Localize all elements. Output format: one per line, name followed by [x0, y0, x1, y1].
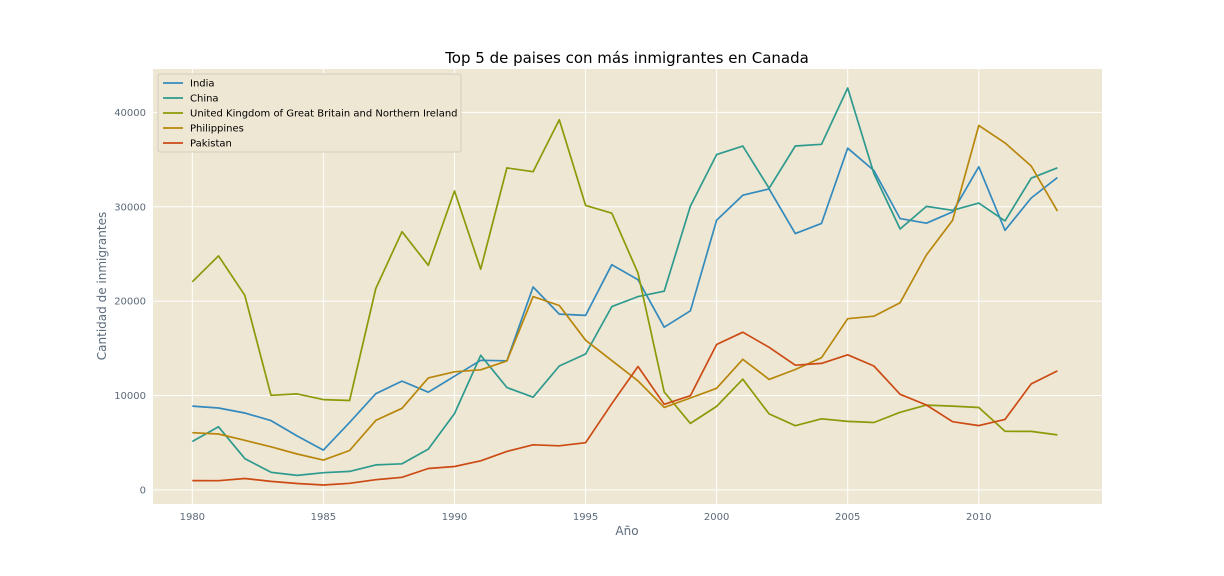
- y-tick-label: 30000: [114, 202, 146, 213]
- legend-box: [157, 73, 462, 153]
- series-line-5: [192, 331, 1058, 486]
- x-axis: 1980 1985 1990 1995 2000 2005 2010: [180, 512, 992, 523]
- x-tick-label: 2000: [704, 512, 729, 523]
- y-tick-label: 0: [140, 485, 146, 496]
- series-line-4: [192, 124, 1059, 461]
- x-tick-label: 1980: [180, 512, 205, 523]
- x-axis-label: Año: [615, 524, 638, 538]
- series-line-2: [191, 87, 1058, 477]
- chart-title: Top 5 de paises con más inmigrantes en C…: [444, 49, 809, 67]
- y-tick-label: 20000: [114, 297, 146, 308]
- legend-label: Pakistan: [190, 139, 232, 150]
- series-line-1: [192, 147, 1058, 451]
- legend-label: Philippines: [190, 124, 244, 135]
- x-tick-label: 1990: [442, 512, 467, 523]
- x-tick-label: 2010: [966, 512, 991, 523]
- x-tick-label: 1995: [573, 512, 598, 523]
- legend-label: China: [190, 94, 219, 105]
- y-axis: 0 10000 20000 30000 40000: [114, 108, 146, 496]
- series-line-3: [191, 118, 1058, 436]
- y-tick-label: 10000: [114, 391, 146, 402]
- legend-label: United Kingdom of Great Britain and Nort…: [190, 109, 458, 120]
- legend: India China United Kingdom of Great Britai…: [157, 73, 462, 153]
- y-axis-label: Cantidad de inmigrantes: [95, 212, 109, 360]
- y-tick-label: 40000: [114, 108, 146, 119]
- x-tick-label: 1985: [311, 512, 336, 523]
- legend-label: India: [190, 79, 215, 90]
- x-tick-label: 2005: [835, 512, 860, 523]
- series-layer: [191, 87, 1059, 486]
